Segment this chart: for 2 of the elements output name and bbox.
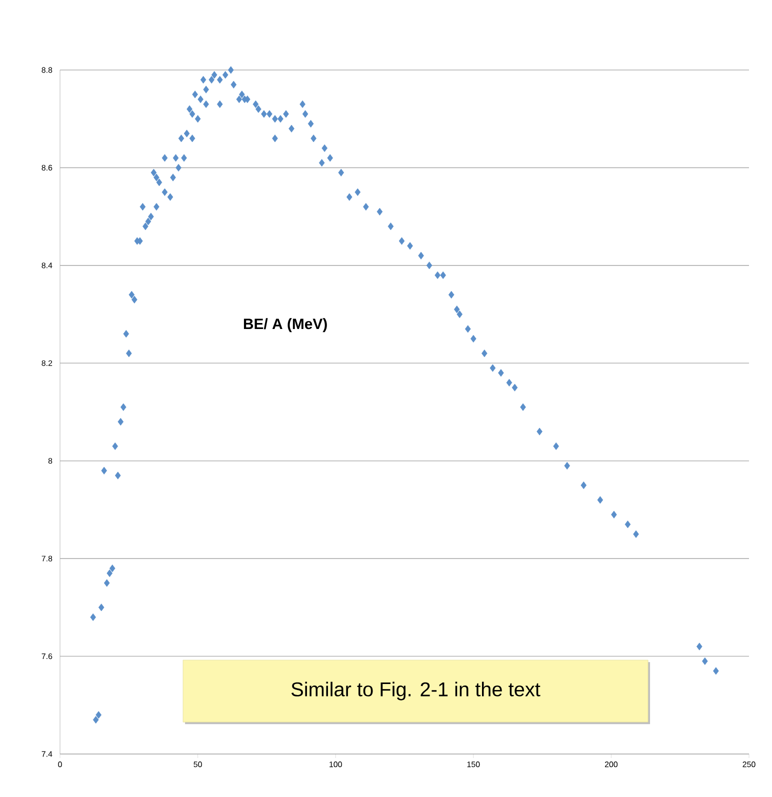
annotation: Similar to Fig. 2-1 in the text: [291, 682, 540, 700]
annotation: BE/ A (MeV): [244, 318, 327, 332]
